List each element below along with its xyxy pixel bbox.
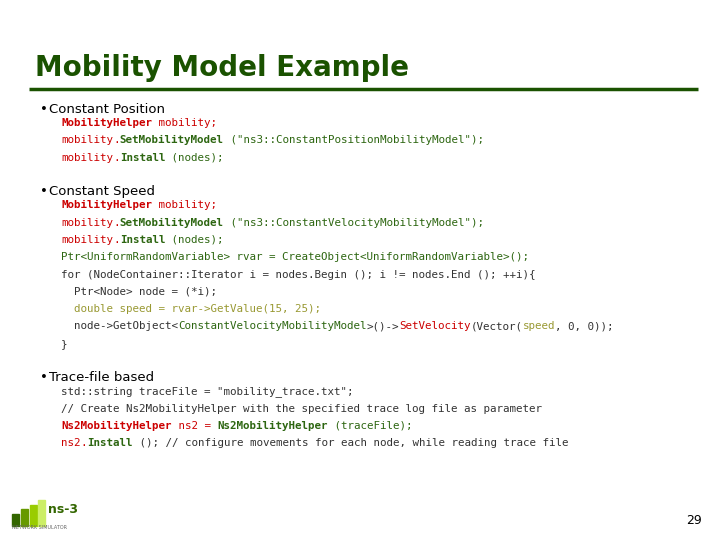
Text: NETWORK SIMULATOR: NETWORK SIMULATOR [12,525,67,530]
Text: (traceFile);: (traceFile); [328,421,412,431]
Text: mobility;: mobility; [152,118,217,128]
Text: std::string traceFile = "mobility_trace.txt";: std::string traceFile = "mobility_trace.… [61,386,354,397]
Bar [38,500,45,526]
Text: ns-3: ns-3 [48,503,78,516]
Text: SetMobilityModel: SetMobilityModel [120,218,224,228]
Text: Install: Install [87,438,132,448]
Text: Ns2MobilityHelper: Ns2MobilityHelper [217,421,328,431]
Text: >()->: >()-> [366,321,399,332]
Text: mobility;: mobility; [152,200,217,211]
Text: // Create Ns2MobilityHelper with the specified trace log file as parameter: // Create Ns2MobilityHelper with the spe… [61,403,542,414]
Text: , 0, 0));: , 0, 0)); [555,321,613,332]
Text: ("ns3::ConstantPositionMobilityModel");: ("ns3::ConstantPositionMobilityModel"); [224,136,484,145]
Text: .: . [81,438,87,448]
Text: .: . [113,218,120,228]
Text: Trace-file based: Trace-file based [49,371,154,384]
Text: ns2 =: ns2 = [171,421,217,431]
Text: Constant Position: Constant Position [49,103,165,116]
Text: Install: Install [120,235,165,245]
Text: for (NodeContainer::Iterator i = nodes.Begin (); i != nodes.End (); ++i){: for (NodeContainer::Iterator i = nodes.B… [61,269,536,280]
Text: }: } [61,339,68,349]
Text: •: • [40,185,48,198]
Text: .: . [113,153,120,163]
Bar [21,509,28,526]
Bar [30,504,37,526]
Text: speed: speed [523,321,555,332]
Text: •: • [40,371,48,384]
Text: MobilityHelper: MobilityHelper [61,200,152,211]
Text: Mobility Model Example: Mobility Model Example [35,53,408,82]
Text: mobility: mobility [61,153,113,163]
Text: (); // configure movements for each node, while reading trace file: (); // configure movements for each node… [132,438,568,448]
Text: mobility: mobility [61,235,113,245]
Text: .: . [113,235,120,245]
Text: Ptr<Node> node = (*i);: Ptr<Node> node = (*i); [61,287,217,297]
Text: mobility: mobility [61,218,113,228]
Text: Constant Speed: Constant Speed [49,185,155,198]
Text: •: • [40,103,48,116]
Text: node->GetObject<: node->GetObject< [61,321,179,332]
Text: .: . [113,136,120,145]
Text: SetVelocity: SetVelocity [399,321,471,332]
Text: mobility: mobility [61,136,113,145]
Text: (Vector(: (Vector( [471,321,523,332]
Text: SetMobilityModel: SetMobilityModel [120,136,224,145]
Text: (nodes);: (nodes); [165,153,224,163]
Text: double speed = rvar->GetValue(15, 25);: double speed = rvar->GetValue(15, 25); [61,304,321,314]
Text: (nodes);: (nodes); [165,235,224,245]
Text: Ptr<UniformRandomVariable> rvar = CreateObject<UniformRandomVariable>();: Ptr<UniformRandomVariable> rvar = Create… [61,252,529,262]
Text: 29: 29 [686,514,702,526]
Text: Ns2MobilityHelper: Ns2MobilityHelper [61,421,171,431]
Text: MobilityHelper: MobilityHelper [61,118,152,128]
Text: ("ns3::ConstantVelocityMobilityModel");: ("ns3::ConstantVelocityMobilityModel"); [224,218,484,228]
Text: Install: Install [120,153,165,163]
Bar [12,514,19,526]
Text: ConstantVelocityMobilityModel: ConstantVelocityMobilityModel [179,321,366,332]
Text: ns2: ns2 [61,438,81,448]
